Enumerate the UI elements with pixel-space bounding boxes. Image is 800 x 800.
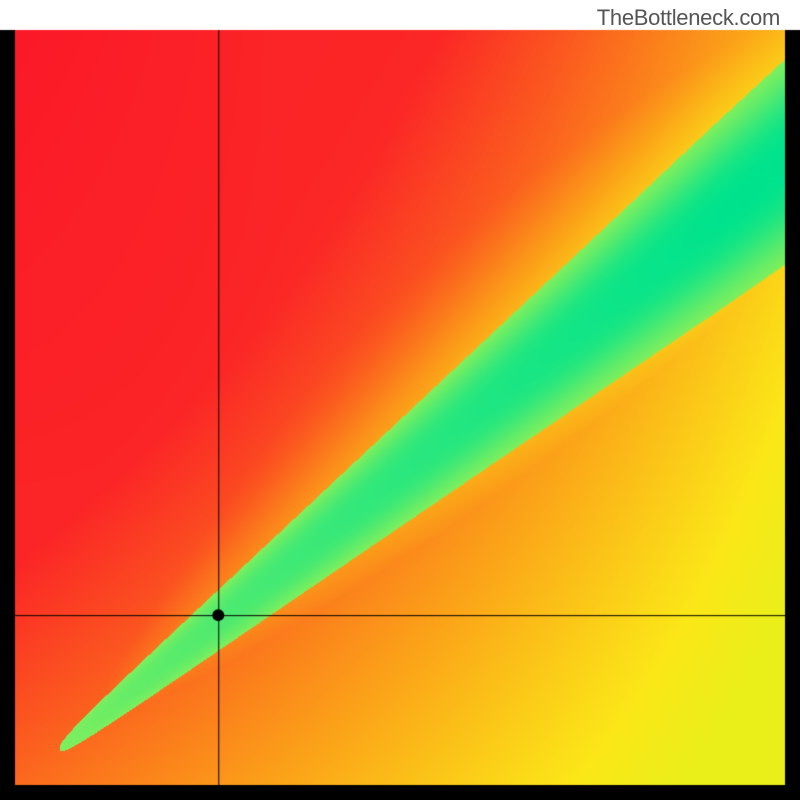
watermark-text: TheBottleneck.com [597, 5, 780, 31]
heatmap-canvas [0, 0, 800, 800]
chart-frame: TheBottleneck.com [0, 0, 800, 800]
